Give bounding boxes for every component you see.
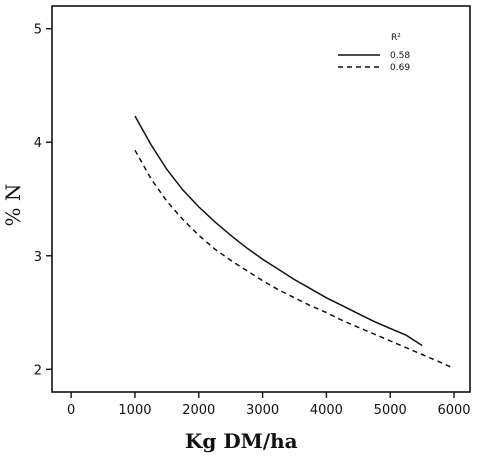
legend: R² 0.58 0.69	[338, 33, 410, 73]
x-tick-label: 6000	[437, 403, 470, 418]
y-axis-title: % N	[1, 184, 25, 227]
x-tick-label: 0	[67, 403, 75, 418]
y-tick-label: 3	[34, 250, 42, 265]
y-tick-label: 2	[34, 363, 42, 378]
legend-label: 0.58	[390, 51, 410, 61]
y-tick-label: 5	[34, 23, 42, 38]
x-axis-title: Kg DM/ha	[185, 429, 298, 453]
x-tick-label: 4000	[310, 403, 343, 418]
y-axis-ticks: 2 3 4 5	[34, 23, 52, 378]
series-layer	[134, 115, 452, 368]
x-tick-label: 5000	[374, 403, 407, 418]
x-axis-ticks: 0 1000 2000 3000 4000 5000 6000	[67, 392, 471, 418]
x-tick-label: 1000	[118, 403, 151, 418]
y-tick-label: 4	[34, 136, 42, 151]
plot-border	[51, 5, 471, 393]
x-tick-label: 3000	[246, 403, 279, 418]
legend-title: R²	[391, 33, 401, 43]
series-line-0-69	[134, 149, 452, 368]
x-tick-label: 2000	[182, 403, 215, 418]
legend-label: 0.69	[390, 63, 410, 73]
series-line-0-58	[134, 115, 423, 347]
plot-frame	[51, 5, 471, 393]
